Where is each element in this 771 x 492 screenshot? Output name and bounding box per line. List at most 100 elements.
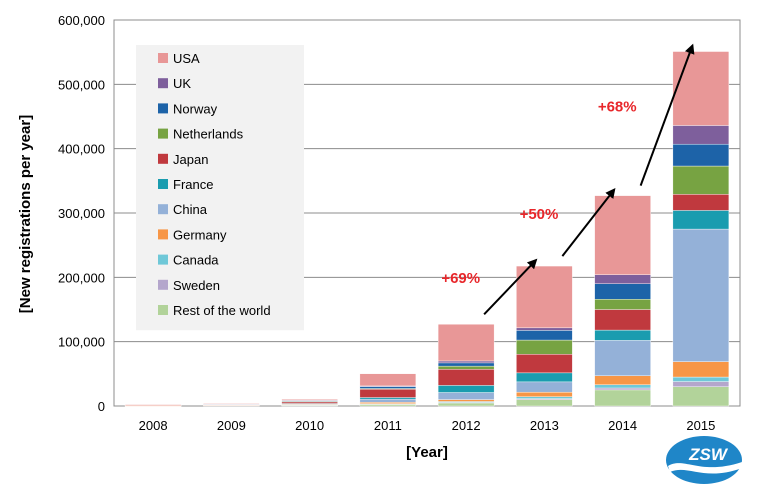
y-axis-title: [New registrations per year] [17,115,34,313]
bar-segment-usa [594,195,651,275]
x-tick-label: 2010 [295,418,324,433]
growth-annotations: +69% +50% +68% [441,43,695,315]
legend-swatch [158,153,168,164]
legend-label: Netherlands [173,127,244,142]
x-axis-title: [Year] [406,444,448,461]
legend-label: Norway [173,101,218,116]
legend-swatch [158,254,168,265]
legend-label: China [173,202,208,217]
bar-segment-norway [516,330,573,341]
x-tick-label: 2008 [139,418,168,433]
bar-segment-netherlands [437,365,495,370]
bar-segment-uk [516,327,573,331]
bar-segment-rest-of-the-world [516,399,573,407]
y-tick-label: 400,000 [58,142,105,157]
x-tick-label: 2014 [608,418,637,433]
bar-segment-rest-of-the-world [672,386,730,407]
bar-segment-japan [359,388,417,398]
x-tick-label: 2011 [374,418,402,433]
bar-segment-netherlands [516,339,573,355]
bar-segment-germany [672,361,730,378]
bar-segment-uk [672,125,730,145]
bars [124,51,730,407]
bar-segment-uk [437,360,495,364]
x-tick-label: 2012 [452,418,481,433]
bar-segment-usa [437,324,495,362]
bar-segment-netherlands [672,165,730,195]
bar-segment-france [594,329,651,341]
growth-label: +50% [520,206,559,223]
bar-segment-usa [516,265,573,329]
legend-swatch [158,53,168,63]
bar-segment-france [359,397,417,400]
bar-segment-germany [594,375,651,385]
bar-segment-sweden [672,381,730,387]
bar-segment-china [437,392,495,400]
legend-label: UK [173,76,191,91]
bar-segment-china [359,398,417,403]
legend-label: USA [173,51,200,66]
legend-swatch [158,229,168,240]
zsw-wave-logo-icon: ZSW [666,436,742,484]
legend-swatch [158,128,168,139]
bar-segment-rest-of-the-world [437,402,495,407]
bar-segment-japan [672,194,730,211]
bar-segment-usa [203,403,260,405]
bar-segment-norway [672,143,730,167]
legend-swatch [158,103,168,114]
y-tick-label: 200,000 [58,270,105,285]
bar-segment-norway [437,362,495,367]
bar-segment-usa [281,399,338,401]
y-axis: 0 100,000 200,000 300,000 400,000 500,000 600,… [58,13,105,414]
bar-segment-germany [516,391,573,397]
growth-arrow [639,43,695,186]
logo-text: ZSW [688,445,729,464]
legend-label: Germany [173,227,227,242]
bar-segment-canada [672,376,730,382]
bar-segment-china [516,381,573,393]
bar-segment-sweden [594,387,651,391]
legend-swatch [158,305,168,315]
bar-segment-japan [594,309,651,331]
bar-segment-china [594,340,651,376]
bar-segment-usa [124,404,182,406]
bar-segment-japan [437,369,495,386]
bar-segment-france [437,385,495,393]
bar-segment-netherlands [594,299,651,310]
growth-arrow [483,258,538,315]
legend-label: Canada [173,253,219,268]
growth-arrow [561,188,616,257]
bar-segment-norway [359,386,417,389]
x-tick-label: 2009 [217,418,246,433]
bar-segment-usa [359,373,417,387]
legend-label: Rest of the world [173,303,271,318]
legend-label: Japan [173,152,208,167]
bar-segment-norway [594,283,651,300]
legend-swatch [158,179,168,189]
growth-label: +69% [441,270,480,287]
bar-segment-canada [594,384,651,389]
y-tick-label: 300,000 [58,206,105,221]
bar-segment-germany [437,399,495,402]
bar-segment-china [672,228,730,362]
bar-segment-france [672,210,730,230]
x-tick-label: 2013 [530,418,559,433]
bar-segment-usa [672,51,730,126]
legend: USA UK Norway Netherlands Japan France China Ge… [136,45,304,331]
bar-segment-canada [516,396,573,399]
bar-segment-uk [594,274,651,284]
y-tick-label: 500,000 [58,77,105,92]
bar-segment-france [516,372,573,383]
legend-swatch [158,279,168,290]
x-axis: 2008 2009 2010 2011 2012 2013 2014 2015 [139,418,716,433]
x-tick-label: 2015 [686,418,715,433]
bar-segment-japan [516,354,573,374]
y-tick-label: 0 [98,399,105,414]
y-tick-label: 600,000 [58,13,105,28]
y-tick-label: 100,000 [58,335,105,350]
growth-label: +68% [598,99,637,116]
legend-swatch [158,204,168,215]
legend-label: France [173,177,213,192]
legend-label: Sweden [173,278,220,293]
